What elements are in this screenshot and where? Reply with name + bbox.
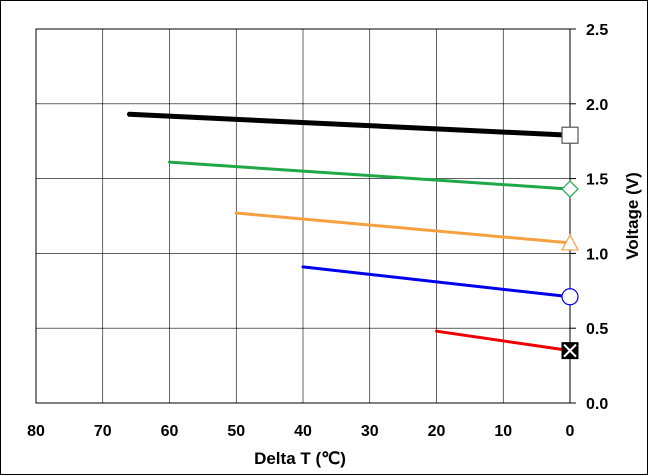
x-tick-label: 0 bbox=[566, 423, 575, 440]
x-tick-label: 60 bbox=[161, 423, 179, 440]
series-group bbox=[126, 111, 579, 360]
series-marker bbox=[561, 288, 579, 306]
y-tick-label: 2.0 bbox=[586, 97, 608, 114]
x-tick-label: 10 bbox=[494, 423, 512, 440]
series-line bbox=[301, 265, 572, 299]
series-5 bbox=[435, 329, 579, 360]
series-line bbox=[234, 211, 572, 245]
y-tick-label: 1.0 bbox=[586, 246, 608, 263]
plot-area bbox=[35, 28, 571, 404]
series-marker bbox=[561, 180, 579, 198]
series-2 bbox=[168, 160, 579, 198]
series-1 bbox=[126, 111, 579, 144]
series-3 bbox=[234, 211, 579, 251]
series-marker bbox=[561, 342, 579, 360]
x-tick-label: 20 bbox=[428, 423, 446, 440]
series-line bbox=[126, 111, 573, 138]
x-tick-label: 50 bbox=[227, 423, 245, 440]
series-4 bbox=[301, 265, 579, 306]
x-tick-label: 70 bbox=[94, 423, 112, 440]
x-axis-title: Delta T (℃) bbox=[254, 449, 346, 468]
series-marker bbox=[561, 126, 579, 144]
series-line bbox=[435, 329, 572, 353]
x-tick-label: 30 bbox=[361, 423, 379, 440]
x-tick-label: 40 bbox=[294, 423, 312, 440]
y-tick-label: 0.0 bbox=[586, 396, 608, 413]
y-axis-title: Voltage (V) bbox=[623, 172, 642, 260]
series-line bbox=[168, 160, 572, 191]
x-axis: 80 70 60 50 40 30 20 10 0 bbox=[27, 423, 574, 440]
y-tick-label: 0.5 bbox=[586, 321, 608, 338]
y-tick-label: 2.5 bbox=[586, 22, 608, 39]
y-tick-label: 1.5 bbox=[586, 172, 608, 189]
y-axis: 0.0 0.5 1.0 1.5 2.0 2.5 bbox=[570, 22, 608, 413]
series-marker bbox=[561, 233, 579, 251]
x-tick-label: 80 bbox=[27, 423, 45, 440]
